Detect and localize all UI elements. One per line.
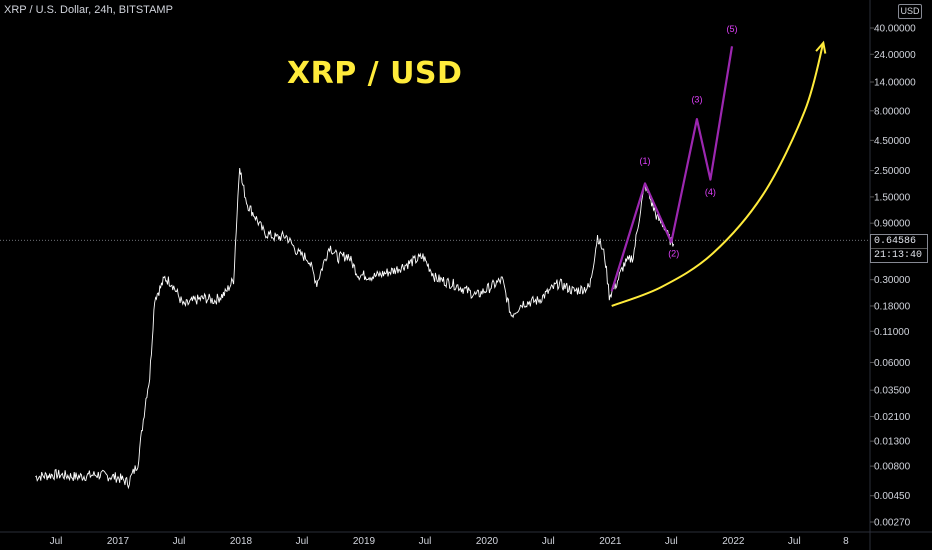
y-tick-label: 0.11000 (874, 327, 910, 338)
y-tick-label: 0.30000 (874, 275, 911, 286)
y-tick-label: 8.00000 (874, 106, 911, 117)
growth-arc (611, 42, 825, 307)
x-tick-label: 2022 (722, 536, 745, 547)
x-tick-label: 2019 (353, 536, 376, 547)
y-tick-label: 0.00270 (874, 518, 911, 529)
y-tick-label: 0.00800 (874, 462, 911, 473)
wave-label: (1) (640, 156, 651, 166)
y-tick-label: 0.06000 (874, 358, 911, 369)
y-tick-label: 0.00450 (874, 491, 911, 502)
chart-title-annotation: XRP / USD (287, 56, 463, 91)
currency-badge[interactable]: USD (898, 4, 922, 19)
x-tick-label: 2017 (107, 536, 130, 547)
y-tick-label: 0.90000 (874, 219, 911, 230)
y-tick-label: 2.50000 (874, 166, 911, 177)
x-tick-label: Jul (296, 536, 309, 547)
elliott-wave-projection (610, 46, 734, 292)
bar-countdown: 21:13:40 (871, 248, 927, 262)
x-tick-label: Jul (173, 536, 186, 547)
y-tick-label: 24.00000 (874, 50, 916, 61)
y-tick-label: 14.00000 (874, 78, 916, 89)
y-tick-label: 0.02100 (874, 412, 911, 423)
y-tick-label: 0.03500 (874, 386, 911, 397)
wave-label: (2) (668, 249, 679, 259)
x-tick-label: 2020 (476, 536, 499, 547)
y-tick-label: 4.50000 (874, 136, 911, 147)
x-tick-label: Jul (542, 536, 555, 547)
x-tick-label: 8 (843, 536, 849, 547)
growth-arc-arrowhead (815, 40, 827, 54)
x-tick-label: Jul (50, 536, 63, 547)
last-price-label: 0.64586 21:13:40 (870, 234, 928, 263)
x-tick-label: 2021 (599, 536, 622, 547)
x-tick-label: Jul (419, 536, 432, 547)
price-series-line (35, 167, 675, 490)
wave-label: (4) (705, 187, 716, 197)
y-tick-label: 40.00000 (874, 24, 916, 35)
y-tick-label: 0.01300 (874, 437, 911, 448)
symbol-info: XRP / U.S. Dollar, 24h, BITSTAMP (4, 4, 173, 16)
y-tick-label: 1.50000 (874, 192, 911, 203)
y-tick-label: 0.18000 (874, 301, 911, 312)
x-tick-label: 2018 (230, 536, 253, 547)
wave-label: (3) (691, 94, 702, 104)
wave-label: (5) (726, 24, 737, 34)
x-tick-label: Jul (665, 536, 678, 547)
x-tick-label: Jul (788, 536, 801, 547)
last-price-value: 0.64586 (874, 236, 917, 247)
